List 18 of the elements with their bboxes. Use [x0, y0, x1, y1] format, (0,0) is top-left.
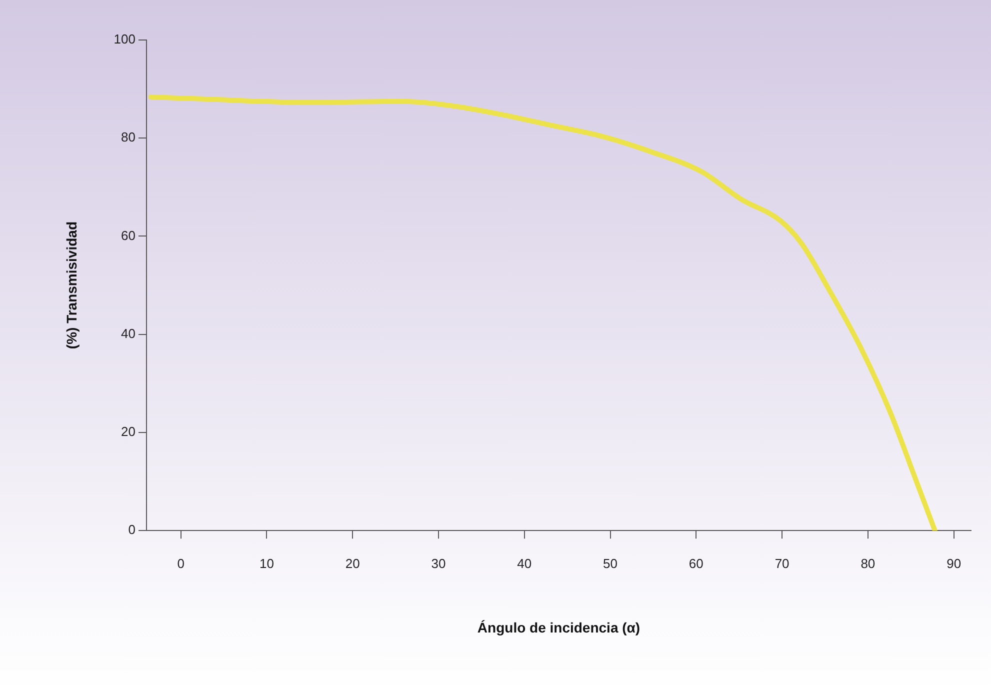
y-tick-label: 0 [128, 522, 136, 538]
y-tick-label: 20 [121, 424, 136, 440]
x-tick-label: 90 [946, 556, 962, 571]
y-tick-label: 60 [121, 228, 136, 243]
x-tick-label: 30 [431, 556, 446, 571]
x-tick-label: 10 [259, 556, 274, 571]
x-tick-label: 50 [603, 556, 618, 571]
x-tick-label: 60 [688, 556, 704, 571]
x-tick-label: 20 [345, 556, 360, 571]
x-tick-label: 80 [860, 556, 876, 571]
y-tick-label: 100 [114, 32, 136, 47]
x-axis-title: Ángulo de incidencia (α) [477, 619, 640, 636]
y-tick-label: 80 [121, 130, 136, 145]
y-tick-label: 40 [121, 326, 136, 341]
x-tick-label: 40 [517, 556, 532, 571]
x-tick-label: 0 [177, 556, 184, 571]
y-axis-title: (%) Transmisividad [63, 222, 80, 350]
x-tick-label: 70 [774, 556, 790, 571]
